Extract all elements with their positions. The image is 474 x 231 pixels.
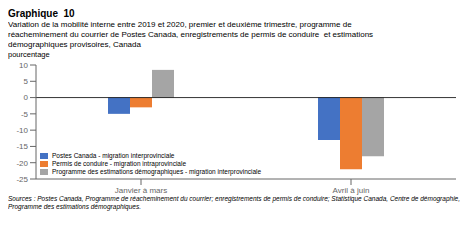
svg-text:-25: -25 [16,175,28,184]
svg-text:-10: -10 [16,126,28,135]
svg-text:-5: -5 [21,110,29,119]
html-text:Variation de la mobilité inter: Variation de la mobilité interne entre 2… [8,20,374,49]
html-text:Sources : Postes Canada, Progr: Sources : Postes Canada, Programme de ré… [8,195,460,210]
svg-text:0: 0 [24,93,29,102]
svg-text:5: 5 [24,77,29,86]
svg-text:-20: -20 [16,159,28,168]
html-text:Permis de conduire - migration: Permis de conduire - migration intraprov… [52,160,186,167]
svg-text:10: 10 [19,61,28,70]
svg-text:Janvier à mars: Janvier à mars [115,186,167,195]
html-text:Postes Canada - migration inte: Postes Canada - migration interprovincia… [52,152,175,159]
svg-text:Avril à juin: Avril à juin [333,186,370,195]
html-text:Graphique 10: Graphique 10 [8,8,75,19]
html-text:pourcentage: pourcentage [8,50,50,59]
svg-text:-15: -15 [16,142,28,151]
html-text:Programme des estimations démo: Programme des estimations démographiques… [52,168,262,175]
